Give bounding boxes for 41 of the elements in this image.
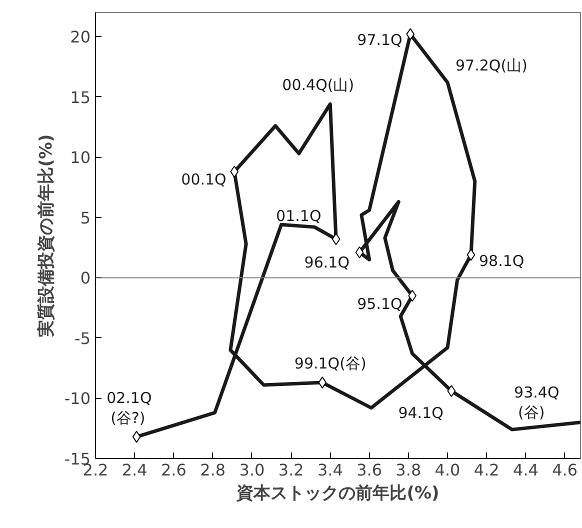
y-tick-label: -5 <box>74 328 90 348</box>
y-axis-title: 実質設備投資の前年比(%) <box>36 134 56 338</box>
x-tick-label: 4.2 <box>474 460 500 480</box>
x-tick-label: 2.8 <box>200 460 226 480</box>
point <box>318 376 327 389</box>
point <box>355 246 364 258</box>
annotation: 00.4Q(山) <box>282 76 354 94</box>
point <box>132 430 141 443</box>
x-tick-label: 3.0 <box>239 460 265 480</box>
annotation: 98.1Q <box>478 252 524 270</box>
y-tick-label: 15 <box>70 88 90 107</box>
annotation: 01.1Q <box>276 207 322 226</box>
annotation: 02.1Q (谷?) <box>106 388 152 427</box>
point <box>406 28 415 40</box>
y-tick-label: -10 <box>64 389 91 408</box>
x-tick-label: 3.8 <box>396 460 422 480</box>
y-tick-label: 20 <box>70 28 90 47</box>
point <box>332 233 340 246</box>
x-axis-title: 資本ストックの前年比(%) <box>236 484 440 504</box>
annotation: 97.1Q <box>357 31 402 50</box>
y-tick-label: 0 <box>80 268 91 288</box>
point <box>447 384 456 397</box>
x-tick-label: 2.4 <box>122 460 148 480</box>
x-tick-label: 4.4 <box>513 460 538 480</box>
annotation: 94.1Q <box>398 404 444 422</box>
y-tick-label: 5 <box>80 208 91 228</box>
point <box>466 248 476 261</box>
x-tick-label: 3.4 <box>317 460 343 480</box>
point <box>230 166 239 178</box>
annotation: 99.1Q(谷) <box>294 354 366 373</box>
x-tick-label: 2.6 <box>161 460 186 480</box>
x-tick-label: 4.0 <box>434 460 460 480</box>
x-tick-label: 3.6 <box>356 460 382 480</box>
annotation: 00.1Q <box>181 170 226 189</box>
annotation: 93.4Q (谷) <box>514 384 560 422</box>
x-tick-label: 4.6 <box>552 460 578 480</box>
x-tick-label: 3.2 <box>278 460 304 480</box>
annotation: 96.1Q <box>304 253 350 272</box>
annotation: 95.1Q <box>357 294 402 313</box>
y-tick-label: 10 <box>70 148 90 168</box>
annotation: 97.2Q(山) <box>456 56 528 74</box>
